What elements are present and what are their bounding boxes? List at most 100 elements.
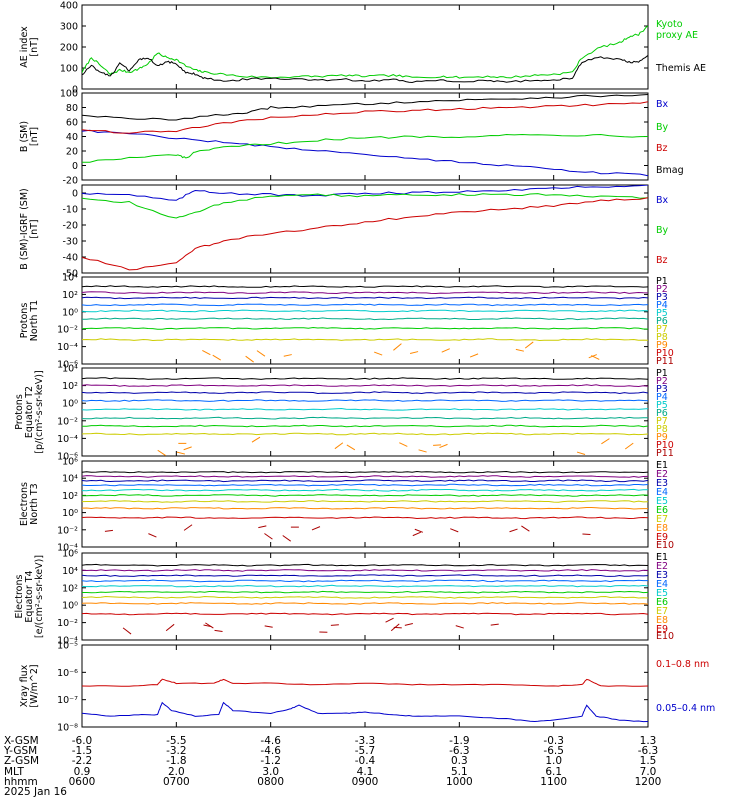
ephemeris-row-label: MLT	[4, 766, 24, 778]
y-axis-label: [p/(cm²-s-sr-keV)]	[34, 370, 45, 453]
ephemeris-value: -1.5	[72, 745, 93, 757]
y-axis-label: Protons	[14, 394, 25, 430]
y-axis-label: [nT]	[29, 219, 40, 238]
ephemeris-value: -0.4	[355, 755, 376, 767]
series-fragment	[404, 622, 413, 626]
legend-label: By	[656, 122, 669, 133]
legend-label: Themis AE	[655, 63, 706, 74]
ephemeris-value: -2.2	[72, 755, 93, 767]
ephemeris-value: 1.5	[640, 755, 657, 767]
series-fragment	[515, 348, 524, 352]
y-tick-label: 0	[72, 161, 78, 172]
legend-label: proxy AE	[656, 30, 698, 41]
series-line	[82, 399, 648, 402]
series-fragment	[183, 524, 193, 531]
series-fragment	[450, 528, 459, 533]
ephemeris-value: -4.6	[260, 735, 281, 747]
series-fragment	[385, 617, 394, 623]
series-fragment	[212, 354, 221, 361]
y-axis-label: AE index	[19, 26, 30, 68]
y-axis-label: B (SM)-IGRF (SM)	[19, 188, 30, 270]
series-fragment	[624, 442, 634, 450]
series-line	[82, 416, 648, 420]
series-fragment	[399, 442, 408, 447]
series-fragment	[576, 451, 586, 455]
series-line	[82, 602, 648, 605]
series-line	[82, 309, 648, 313]
ephemeris-value: 1.3	[640, 735, 657, 747]
series-fragment	[258, 525, 267, 529]
y-tick-label: 10⁻⁵	[57, 641, 78, 652]
series-line	[82, 377, 648, 380]
series-line	[82, 384, 648, 388]
ephemeris-value: -6.0	[72, 735, 93, 747]
series-line	[82, 94, 648, 121]
y-tick-label: -10	[62, 205, 78, 216]
ephemeris-value: -6.3	[638, 745, 659, 757]
legend-label: E1	[656, 552, 668, 563]
y-tick-label: 60	[66, 118, 78, 129]
legend-label: E1	[656, 460, 668, 471]
series-fragment	[433, 444, 442, 446]
y-axis-label: [W/m^2]	[29, 664, 40, 707]
y-axis-label: Xray flux	[19, 664, 30, 707]
y-tick-label: 300	[60, 22, 78, 33]
y-tick-label: 10⁴	[62, 364, 78, 375]
series-fragment	[374, 351, 383, 356]
y-axis-label: Electrons	[19, 482, 30, 526]
legend-label: E9	[656, 532, 668, 543]
series-fragment	[418, 449, 427, 453]
y-tick-label: -20	[62, 221, 78, 232]
series-fragment	[251, 436, 261, 443]
legend-label: P3	[656, 292, 668, 303]
ephemeris-value: 0.3	[451, 755, 468, 767]
y-tick-label: 0	[72, 85, 78, 96]
series-fragment	[441, 348, 450, 353]
series-line	[82, 317, 648, 321]
y-tick-label: -40	[62, 253, 78, 264]
y-axis-label: North T3	[29, 483, 40, 524]
series-line	[82, 193, 648, 219]
series-fragment	[601, 438, 610, 445]
series-fragment	[264, 533, 273, 540]
ephemeris-row-label: Z-GSM	[4, 755, 39, 767]
ephemeris-value: 5.1	[451, 766, 468, 778]
ephemeris-value: -5.7	[355, 745, 376, 757]
y-tick-label: 10⁻⁶	[57, 452, 78, 463]
series-line	[82, 55, 648, 84]
ephemeris-value: -0.3	[543, 735, 564, 747]
series-fragment	[245, 355, 254, 363]
series-line	[82, 579, 648, 583]
legend-label: P7	[656, 324, 668, 335]
series-fragment	[148, 533, 157, 538]
y-tick-label: 10⁶	[62, 549, 78, 560]
series-line	[82, 303, 648, 307]
legend-label: Bz	[656, 143, 668, 154]
series-line	[82, 500, 648, 503]
ephemeris-value: 0.9	[74, 766, 91, 778]
series-line	[82, 516, 648, 520]
series-fragment	[439, 443, 448, 449]
series-line	[82, 133, 648, 163]
ephemeris-value: 2.0	[168, 766, 185, 778]
y-tick-label: 10²	[62, 381, 78, 392]
y-tick-label: 10⁻⁶	[57, 668, 78, 679]
y-tick-label: 10⁻⁴	[57, 434, 78, 445]
ephemeris-value: -1.2	[260, 755, 281, 767]
legend-label: E2	[656, 561, 668, 572]
legend-label: E8	[656, 523, 668, 534]
ephemeris-value: -6.3	[449, 745, 470, 757]
series-line	[82, 424, 648, 428]
y-tick-label: 10⁰	[62, 508, 78, 519]
legend-label: E3	[656, 570, 668, 581]
ephemeris-row-label: 2025 Jan 16	[4, 786, 67, 798]
legend-label: Bmag	[656, 165, 684, 176]
ephemeris-value: 0600	[69, 776, 96, 788]
legend-label: P4	[656, 300, 668, 311]
y-tick-label: -20	[62, 176, 78, 187]
ephemeris-value: 3.0	[262, 766, 279, 778]
series-fragment	[104, 529, 113, 532]
ephemeris-value: 0700	[163, 776, 190, 788]
